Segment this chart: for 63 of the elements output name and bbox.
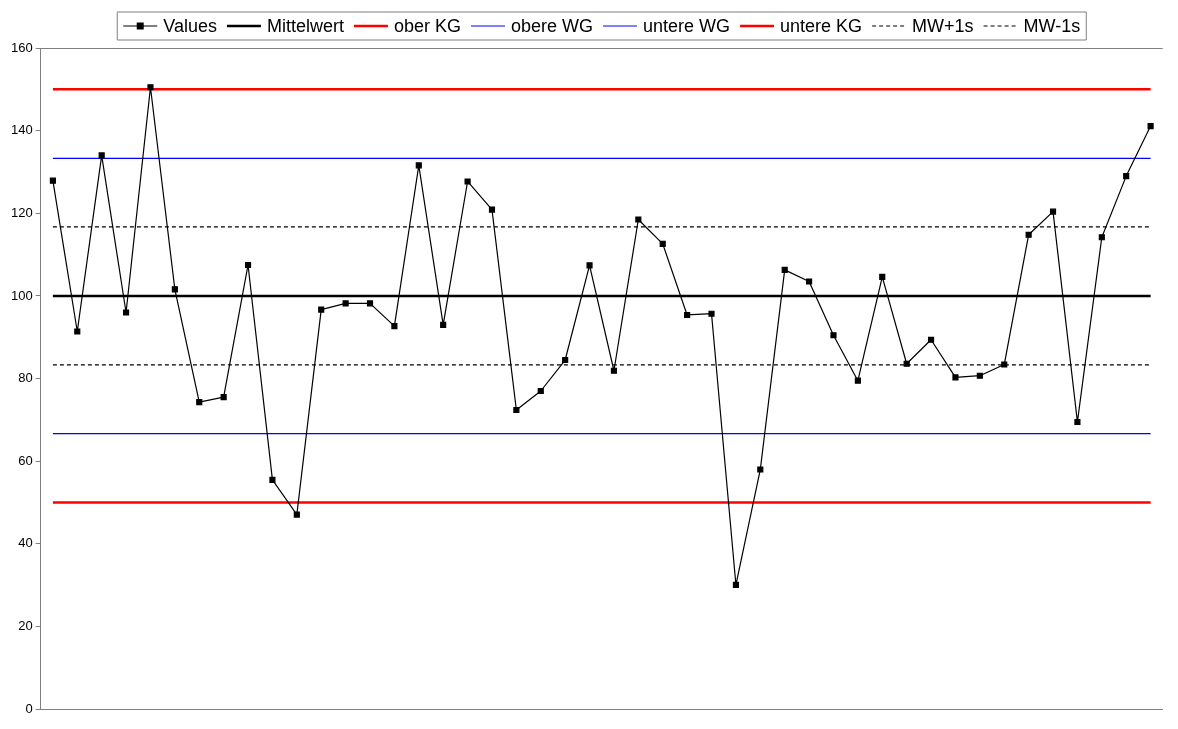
point <box>1001 361 1008 368</box>
point <box>635 216 642 223</box>
point <box>293 511 300 518</box>
point <box>415 162 422 169</box>
point <box>342 300 349 307</box>
legend-label: ober KG <box>393 15 461 36</box>
point <box>830 332 837 339</box>
y-tick-label: 100 <box>10 287 33 303</box>
point <box>927 336 935 343</box>
legend-label: untere WG <box>643 15 731 36</box>
point <box>732 581 739 588</box>
point <box>1098 234 1105 241</box>
legend-label: obere WG <box>510 15 594 36</box>
point <box>879 273 886 281</box>
point <box>537 387 544 395</box>
y-tick-label: 20 <box>18 618 33 634</box>
point <box>659 240 666 247</box>
point <box>122 309 130 316</box>
point <box>147 84 154 91</box>
point <box>49 177 56 184</box>
legend-label: Values <box>163 15 217 36</box>
point <box>1049 208 1057 215</box>
point <box>1147 123 1154 130</box>
point <box>464 178 471 185</box>
point <box>269 476 276 483</box>
point <box>806 278 813 285</box>
point <box>684 311 691 319</box>
y-tick-label: 80 <box>18 370 33 386</box>
point <box>781 266 788 273</box>
point <box>976 372 983 379</box>
y-tick-label: 120 <box>10 204 33 220</box>
y-tick-label: 160 <box>10 39 33 55</box>
point <box>586 262 593 269</box>
legend-label: untere KG <box>780 15 863 36</box>
point <box>440 321 447 328</box>
point <box>98 152 105 159</box>
point <box>74 328 81 335</box>
point <box>952 374 959 381</box>
point <box>854 377 861 384</box>
point <box>903 360 910 367</box>
point <box>610 367 618 374</box>
y-tick-label: 140 <box>10 122 33 138</box>
point <box>757 466 764 473</box>
point <box>708 310 715 317</box>
point <box>391 323 398 330</box>
legend-label: MW+1s <box>912 15 974 36</box>
y-tick-label: 60 <box>18 452 33 468</box>
point <box>196 399 203 406</box>
point <box>244 261 252 269</box>
point <box>318 306 325 313</box>
point <box>488 206 496 213</box>
point <box>366 300 374 307</box>
point <box>1123 173 1130 180</box>
point <box>1025 231 1032 238</box>
y-tick-label: 40 <box>18 535 33 551</box>
point <box>513 406 520 414</box>
legend-label: Mittelwert <box>266 15 344 36</box>
point <box>171 286 178 293</box>
point <box>1074 418 1081 426</box>
y-tick-label: 0 <box>25 700 33 716</box>
legend-label: MW-1s <box>1023 15 1081 36</box>
point <box>562 356 569 364</box>
point <box>220 394 227 401</box>
